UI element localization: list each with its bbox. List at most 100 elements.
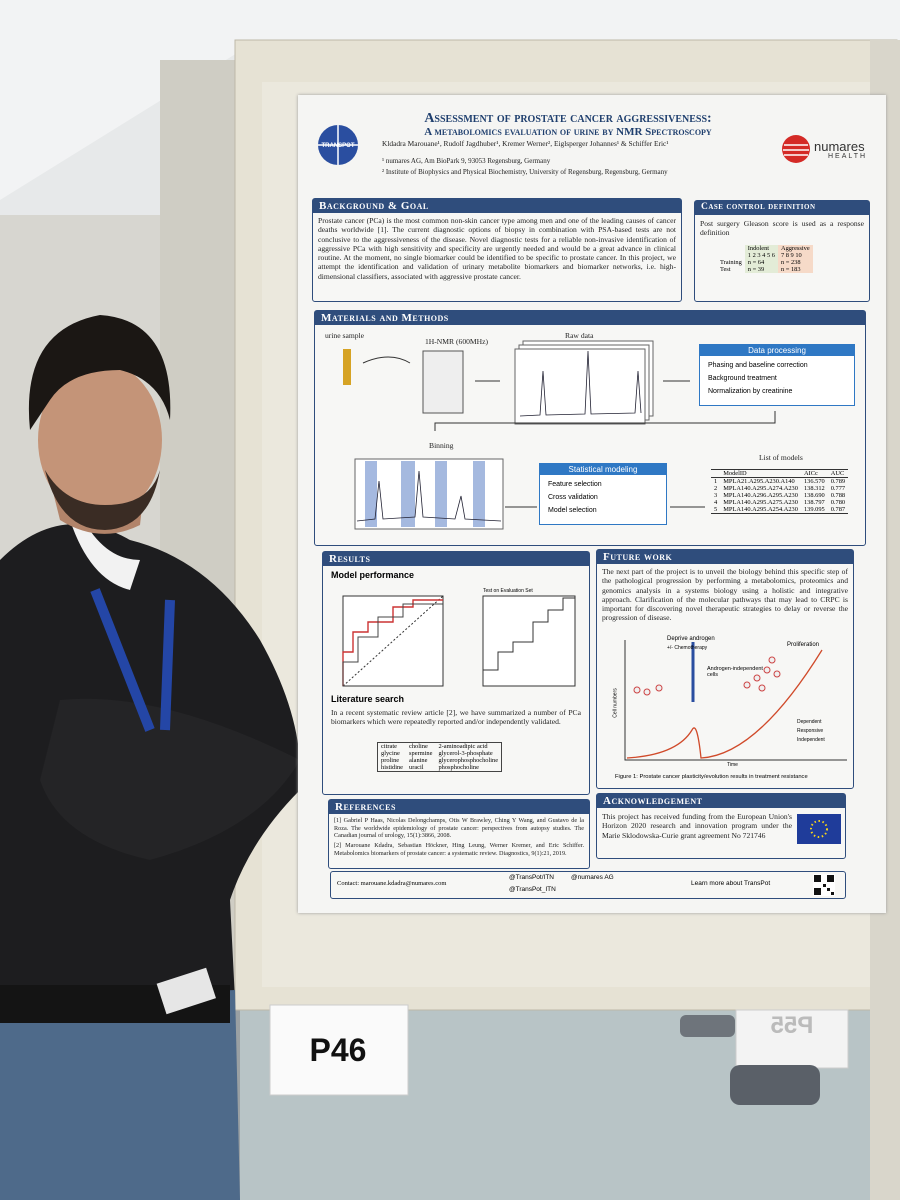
case-control-section: Case control definition Post surgery Gle… xyxy=(694,200,870,302)
text: 2 xyxy=(714,485,718,492)
text: 5 xyxy=(714,506,718,513)
figure-caption: Figure 1: Prostate cancer plasticity/evo… xyxy=(615,774,808,780)
figure-label: Proliferation xyxy=(787,642,820,648)
processing-box: Data processing Phasing and baseline cor… xyxy=(699,344,855,406)
reference: [2] Marouane Kdadra, Sebastian Höckner, … xyxy=(334,842,584,857)
text: glycerol-3-phosphate xyxy=(438,750,493,757)
text: 0.787 xyxy=(830,506,846,513)
text: 1 2 3 4 5 6 xyxy=(744,252,778,259)
label: urine sample xyxy=(325,331,365,340)
text: 138.797 xyxy=(803,499,825,506)
affiliation: ² Institute of Biophysics and Physical B… xyxy=(382,168,668,176)
text: 0.780 xyxy=(830,499,846,506)
path xyxy=(318,125,358,165)
social: @numares AG xyxy=(571,874,614,881)
figure-label: Time xyxy=(727,762,738,768)
text: MPLA140.A295.A275.A230 xyxy=(723,499,798,506)
tr: 2 MPLA140.A295.A274.A230 138.312 0.777 xyxy=(711,485,848,492)
tr: 3 MPLA140.A296.A295.A230 138.690 0.788 xyxy=(711,492,848,499)
background-section: Background & Goal Prostate cancer (PCa) … xyxy=(312,198,682,302)
g xyxy=(514,340,654,425)
paragraph: Post surgery Gleason score is used as a … xyxy=(700,219,864,238)
text: 2-aminoadipic acid xyxy=(438,743,488,750)
tr: histidine uracil phosphocholine xyxy=(378,764,502,772)
paragraph: Prostate cancer (PCa) is the most common… xyxy=(318,216,676,281)
label: List of models xyxy=(759,453,803,462)
text: n = 238 xyxy=(777,259,813,266)
future-section: Future work The next part of the project… xyxy=(596,549,854,789)
text: Normalization by creatinine xyxy=(708,388,793,395)
roc-plots xyxy=(342,595,576,687)
tr: citrate choline 2-aminoadipic acid xyxy=(378,743,502,750)
td xyxy=(717,245,745,252)
acknowledgement-section: Acknowledgement This project has receive… xyxy=(596,793,846,859)
text: proline xyxy=(381,757,400,764)
g xyxy=(633,656,781,696)
tr: 1 MPLA21.A295.A230.A140 136.570 0.789 xyxy=(711,478,848,485)
circle xyxy=(768,656,776,664)
rect xyxy=(401,461,415,527)
rect xyxy=(473,461,485,527)
subheading: Model performance xyxy=(331,570,415,580)
text: Aggressive xyxy=(777,245,813,252)
text: Responsive xyxy=(797,728,824,734)
path xyxy=(814,875,834,895)
figure-legend: Dependent Responsive Independent xyxy=(797,718,825,745)
affiliation: ¹ numares AG, Am BioPark 9, 93053 Regens… xyxy=(382,157,551,165)
text: choline xyxy=(409,743,428,750)
path xyxy=(475,380,705,508)
numares-logo xyxy=(782,135,810,163)
section-heading: Background & Goal xyxy=(313,199,681,213)
text: Phasing and baseline correction xyxy=(708,362,808,369)
eu-flag xyxy=(797,814,841,844)
tr: glycine spermine glycerol-3-phosphate xyxy=(378,750,502,757)
path xyxy=(90,588,175,732)
text: 0.788 xyxy=(830,492,846,499)
circle xyxy=(763,666,771,674)
td xyxy=(711,470,720,478)
tr: proline alanine glycerophosphocholine xyxy=(378,757,502,764)
path xyxy=(342,599,443,686)
text: spermine xyxy=(409,750,433,757)
text: Model selection xyxy=(548,507,597,514)
poster-title: Assessment of prostate cancer aggressive… xyxy=(424,111,712,126)
rect xyxy=(735,1009,849,1069)
text: phosphocholine xyxy=(438,764,479,771)
modeling-box: Statistical modeling Feature selection C… xyxy=(539,463,667,525)
label: 1H-NMR (600MHz) xyxy=(425,337,489,346)
text: 0.777 xyxy=(830,485,846,492)
methods-diagram xyxy=(343,340,776,530)
path xyxy=(626,649,823,759)
label: Raw data xyxy=(565,331,594,340)
text: Background treatment xyxy=(708,375,777,382)
path xyxy=(0,0,900,200)
paragraph: The next part of the project is to unvei… xyxy=(602,567,848,623)
rect xyxy=(730,1065,820,1105)
rect xyxy=(435,461,447,527)
text: uracil xyxy=(409,764,424,771)
transpot-logo xyxy=(318,125,358,165)
rect xyxy=(422,350,464,414)
path xyxy=(356,470,502,522)
text: glycine xyxy=(381,750,400,757)
text: 3 xyxy=(714,492,718,499)
path xyxy=(624,640,847,761)
path xyxy=(342,603,443,686)
plot-title: Test on Evaluation Set xyxy=(483,588,533,594)
ellipse xyxy=(38,362,162,518)
section-heading: Results xyxy=(323,552,589,566)
text: 0.789 xyxy=(830,478,846,485)
tr: 5 MPLA140.A295.A254.A230 139.095 0.787 xyxy=(711,506,848,514)
text: Statistical modeling xyxy=(540,464,666,475)
circle xyxy=(743,681,751,689)
poster: TRANSPOT numares HEALTH Assessment of pr… xyxy=(298,95,886,913)
references-section: References [1] Gabriel P Haas, Nicolas D… xyxy=(328,799,590,869)
text: glycerophosphocholine xyxy=(438,757,499,764)
biomarker-table: citrate choline 2-aminoadipic acid glycine… xyxy=(377,742,503,772)
text: MPLA140.A295.A274.A230 xyxy=(723,485,798,492)
rect xyxy=(156,967,216,1015)
evolution-figure xyxy=(624,640,847,761)
